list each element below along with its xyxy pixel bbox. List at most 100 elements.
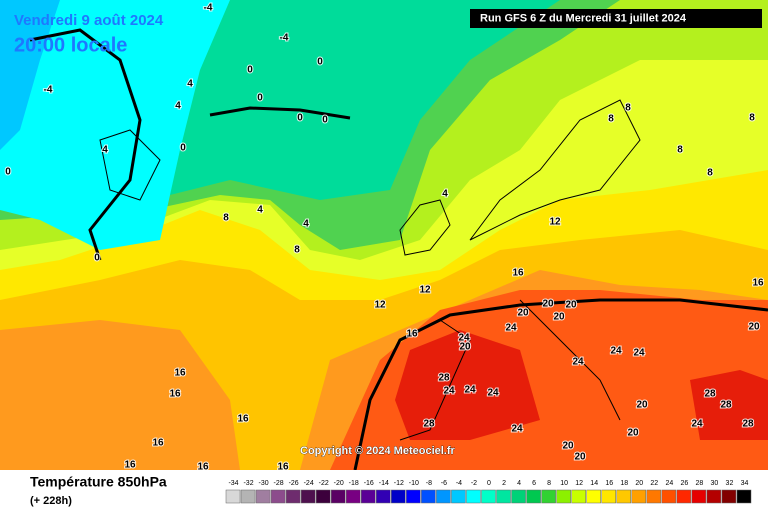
scale-swatch bbox=[391, 489, 406, 504]
scale-label: 22 bbox=[650, 480, 658, 487]
scale-swatch bbox=[736, 489, 752, 504]
contour-label: 4 bbox=[102, 145, 108, 156]
contour-label: -4 bbox=[204, 3, 213, 14]
scale-label: 32 bbox=[726, 480, 734, 487]
scale-label: 26 bbox=[680, 480, 688, 487]
contour-label: 24 bbox=[487, 388, 499, 399]
contour-label: 12 bbox=[419, 285, 431, 296]
scale-swatch bbox=[511, 489, 526, 504]
contour-label: 20 bbox=[517, 308, 529, 319]
contour-label: 8 bbox=[625, 103, 631, 114]
scale-label: -32 bbox=[243, 480, 253, 487]
contour-label: 24 bbox=[633, 348, 645, 359]
contour-label: 8 bbox=[294, 245, 300, 256]
contour-label: 20 bbox=[459, 342, 471, 353]
contour-label: 28 bbox=[742, 419, 754, 430]
scale-label: 6 bbox=[532, 480, 536, 487]
contour-label: 0 bbox=[257, 93, 263, 104]
scale-label: 30 bbox=[711, 480, 719, 487]
contour-label: 0 bbox=[180, 143, 186, 154]
scale-label: -12 bbox=[394, 480, 404, 487]
scale-swatch bbox=[285, 489, 301, 504]
contour-label: 0 bbox=[247, 65, 253, 76]
scale-label: 16 bbox=[605, 480, 613, 487]
scale-swatch bbox=[721, 489, 737, 504]
map-background bbox=[0, 0, 768, 471]
scale-label: -26 bbox=[289, 480, 299, 487]
scale-label: -2 bbox=[471, 480, 477, 487]
scale-swatch bbox=[631, 489, 647, 504]
contour-label: 24 bbox=[610, 346, 622, 357]
contour-label: 24 bbox=[458, 333, 470, 344]
contour-label: 16 bbox=[512, 268, 524, 279]
scale-swatch bbox=[691, 489, 707, 504]
scale-swatch bbox=[421, 489, 436, 504]
scale-label: -34 bbox=[228, 480, 238, 487]
scale-swatch bbox=[406, 489, 421, 504]
contour-label: 16 bbox=[124, 460, 136, 471]
contour-label: 0 bbox=[322, 115, 328, 126]
scale-swatch bbox=[601, 489, 616, 504]
scale-label: 20 bbox=[635, 480, 643, 487]
scale-label: 8 bbox=[547, 480, 551, 487]
scale-label: 18 bbox=[620, 480, 628, 487]
valid-date: Vendredi 9 août 2024 bbox=[14, 12, 164, 29]
contour-label: 20 bbox=[636, 400, 648, 411]
contour-label: 0 bbox=[5, 167, 11, 178]
scale-swatch bbox=[436, 489, 451, 504]
contour-label: 28 bbox=[423, 419, 435, 430]
scale-swatch bbox=[541, 489, 556, 504]
contour-label: 28 bbox=[720, 400, 732, 411]
contour-label: 20 bbox=[542, 299, 554, 310]
contour-label: 16 bbox=[174, 368, 186, 379]
scale-label: 0 bbox=[487, 480, 491, 487]
contour-label: 24 bbox=[511, 424, 523, 435]
scale-swatch bbox=[496, 489, 511, 504]
scale-swatch bbox=[481, 489, 496, 504]
scale-swatch bbox=[466, 489, 481, 504]
scale-swatch bbox=[330, 489, 346, 504]
contour-label: 12 bbox=[374, 300, 386, 311]
scale-swatch bbox=[616, 489, 632, 504]
contour-label: 28 bbox=[438, 373, 450, 384]
contour-label: 20 bbox=[553, 312, 565, 323]
scale-label: -28 bbox=[274, 480, 284, 487]
scale-label: -18 bbox=[349, 480, 359, 487]
scale-swatch bbox=[676, 489, 692, 504]
contour-label: 0 bbox=[297, 113, 303, 124]
lead-time: (+ 228h) bbox=[30, 495, 72, 507]
contour-label: 24 bbox=[691, 419, 703, 430]
contour-label: 8 bbox=[608, 114, 614, 125]
legend-title: Température 850hPa bbox=[30, 474, 167, 490]
scale-swatch bbox=[240, 489, 256, 504]
scale-label: 10 bbox=[560, 480, 568, 487]
scale-label: 14 bbox=[590, 480, 598, 487]
scale-label: -20 bbox=[334, 480, 344, 487]
valid-time: 20:00 locale bbox=[14, 34, 127, 56]
contour-label: 4 bbox=[257, 205, 263, 216]
contour-label: 16 bbox=[752, 278, 764, 289]
contour-label: 24 bbox=[464, 385, 476, 396]
copyright: Copyright © 2024 Meteociel.fr bbox=[300, 445, 456, 457]
contour-label: 16 bbox=[406, 329, 418, 340]
scale-swatch bbox=[646, 489, 662, 504]
scale-label: -24 bbox=[304, 480, 314, 487]
scale-label: -30 bbox=[259, 480, 269, 487]
contour-label: 4 bbox=[175, 101, 181, 112]
contour-label: 12 bbox=[549, 217, 561, 228]
run-box bbox=[470, 9, 762, 28]
contour-label: 8 bbox=[749, 113, 755, 124]
scale-swatch bbox=[376, 489, 391, 504]
contour-label: 24 bbox=[505, 323, 517, 334]
contour-label: 8 bbox=[223, 213, 229, 224]
contour-label: 16 bbox=[169, 389, 181, 400]
contour-label: 16 bbox=[152, 438, 164, 449]
contour-label: 4 bbox=[303, 219, 309, 230]
contour-label: 20 bbox=[748, 322, 760, 333]
color-scale: -34 -32 -30 -28 -26 -24 -22 -20 -18 -16 -14 -12 -10-… bbox=[225, 480, 752, 504]
scale-swatch bbox=[661, 489, 677, 504]
contour-label: 0 bbox=[317, 57, 323, 68]
scale-label: -16 bbox=[364, 480, 374, 487]
contour-label: 16 bbox=[237, 414, 249, 425]
contour-label: 28 bbox=[704, 389, 716, 400]
